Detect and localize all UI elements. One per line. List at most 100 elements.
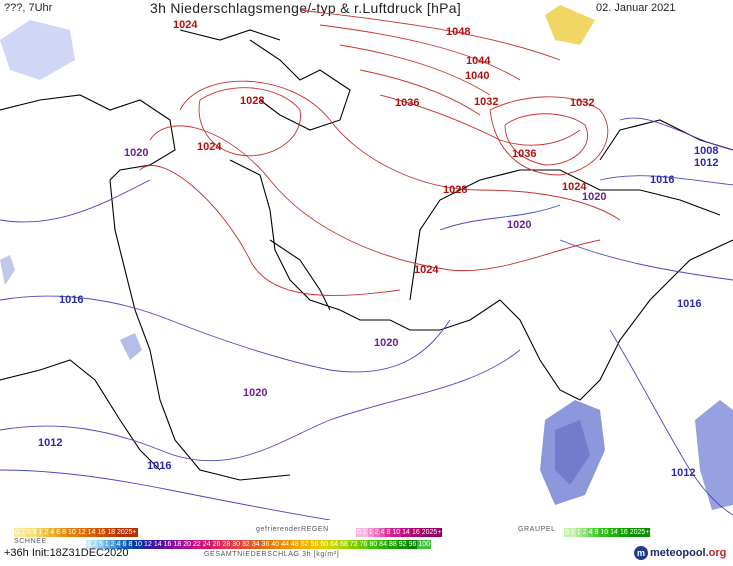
legend-swatch: 4 [49, 528, 56, 537]
legend-swatch: 2025+ [115, 528, 138, 537]
legend-swatch: 10 [391, 528, 402, 537]
legend-swatch: 16 [410, 528, 421, 537]
isobar-label: 1016 [147, 460, 172, 472]
legend-swatch: 2 [373, 528, 380, 537]
legend-swatch: 4 [115, 540, 122, 549]
legend-swatch: 30 [231, 540, 242, 549]
isobar-label: 1032 [570, 97, 595, 109]
legend-swatch: 6 [55, 528, 62, 537]
isobar-label: 1044 [466, 55, 491, 67]
legend-swatch: 84 [378, 540, 388, 549]
legend-swatch: 14 [86, 528, 97, 537]
coastlines [0, 29, 733, 481]
legend-swatch: 16 [96, 528, 107, 537]
legend-total-precip-scale: 1 2 5 1 2 4 6 8 10 12 14 16 18 20 22 24 26 28 30 32 34 36 40 44… [86, 540, 432, 549]
legend-swatch: 1 [575, 528, 582, 537]
legend-swatch: 100 [417, 540, 432, 549]
isobar-label: 1016 [677, 298, 702, 310]
isobar-label: 1020 [507, 219, 532, 231]
run-info: +36h Init:18Z31DEC2020 [4, 547, 129, 559]
precipitation-legend: 0.1 0.5 1 2 4 6 8 10 12 14 16 18 2025+ SCHNEE gefrie… [0, 520, 733, 566]
legend-swatch: 36 [260, 540, 271, 549]
legend-swatch: 12 [143, 540, 153, 549]
legend-snow-scale: 0.1 0.5 1 2 4 6 8 10 12 14 16 18 2025+ [14, 528, 138, 537]
legend-swatch: 80 [368, 540, 379, 549]
legend-swatch: 8 [593, 528, 600, 537]
legend-swatch: 68 [338, 540, 349, 549]
legend-swatch: 72 [348, 540, 359, 549]
legend-swatch: 2 [43, 528, 50, 537]
isobar-label: 1020 [243, 387, 268, 399]
isobar-label: 1024 [197, 141, 222, 153]
date-label: 02. Januar 2021 [596, 2, 676, 14]
legend-swatch: 18 [106, 528, 116, 537]
isobar-label: 1028 [240, 95, 265, 107]
legend-swatch: 5 [97, 540, 104, 549]
map-title: 3h Niederschlagsmenge/-typ & r.Luftdruck… [150, 0, 462, 16]
isobar-label: 1024 [562, 181, 587, 193]
legend-graupel-scale: 0.1 1 2 4 8 10 14 16 2025+ [564, 528, 651, 537]
time-label: ???, 7Uhr [4, 2, 53, 14]
legend-swatch: 26 [211, 540, 222, 549]
isobar-label: 1036 [395, 97, 420, 109]
legend-swatch: 32 [241, 540, 251, 549]
isobar-label: 1012 [694, 157, 719, 169]
legend-swatch: 20 [182, 540, 193, 549]
legend-swatch: 44 [280, 540, 290, 549]
brand-tld: .org [705, 547, 727, 559]
legend-swatch: 0.1 [356, 528, 368, 537]
brand-logo[interactable]: m meteopool .org [634, 546, 726, 560]
legend-swatch: 96 [407, 540, 418, 549]
legend-swatch: 10 [599, 528, 610, 537]
legend-swatch: 52 [299, 540, 310, 549]
legend-freezing-rain-label: gefrierenderREGEN [256, 526, 329, 533]
legend-swatch: 6 [121, 540, 128, 549]
brand-name: meteopool [650, 547, 706, 559]
legend-swatch: 2 [581, 528, 588, 537]
legend-swatch: 14 [401, 528, 411, 537]
legend-graupel-label: GRAUPEL [518, 526, 556, 533]
isobars-low [0, 117, 733, 520]
legend-swatch: 34 [250, 540, 261, 549]
legend-swatch: 4 [587, 528, 594, 537]
legend-swatch: 10 [67, 528, 77, 537]
legend-swatch: 1 [86, 540, 92, 549]
legend-swatch: 2 [109, 540, 116, 549]
legend-swatch: 56 [309, 540, 320, 549]
legend-swatch: 48 [290, 540, 300, 549]
isobar-label: 1024 [173, 19, 198, 31]
isobar-label: 1028 [443, 184, 468, 196]
legend-swatch: 22 [192, 540, 202, 549]
isobar-label: 1036 [512, 148, 537, 160]
legend-swatch: 12 [76, 528, 87, 537]
isobar-label: 1020 [582, 191, 607, 203]
legend-swatch: 8 [385, 528, 392, 537]
isobar-label: 1020 [374, 337, 399, 349]
legend-swatch: 8 [61, 528, 67, 537]
legend-swatch: 92 [397, 540, 408, 549]
legend-swatch: 1 [103, 540, 110, 549]
legend-swatch: 0.1 [564, 528, 576, 537]
legend-swatch: 28 [221, 540, 232, 549]
precipitation-areas [0, 5, 733, 510]
legend-swatch: 24 [201, 540, 212, 549]
isobar-label: 1032 [474, 96, 499, 108]
legend-swatch: 1 [367, 528, 374, 537]
legend-swatch: 64 [329, 540, 339, 549]
legend-swatch: 76 [358, 540, 369, 549]
legend-swatch: 0.1 [14, 528, 26, 537]
legend-swatch: 2025+ [628, 528, 651, 537]
legend-swatch: 2025+ [420, 528, 443, 537]
legend-swatch: 16 [162, 540, 173, 549]
legend-swatch: 4 [379, 528, 386, 537]
legend-swatch: 1 [37, 528, 44, 537]
legend-snow-label: SCHNEE [14, 538, 47, 545]
isobar-label: 1016 [59, 294, 84, 306]
legend-swatch: 40 [270, 540, 281, 549]
isobar-label: 1048 [446, 26, 471, 38]
legend-swatch: 10 [133, 540, 144, 549]
legend-swatch: 16 [618, 528, 629, 537]
isobar-label: 1040 [465, 70, 490, 82]
legend-swatch: 18 [172, 540, 183, 549]
